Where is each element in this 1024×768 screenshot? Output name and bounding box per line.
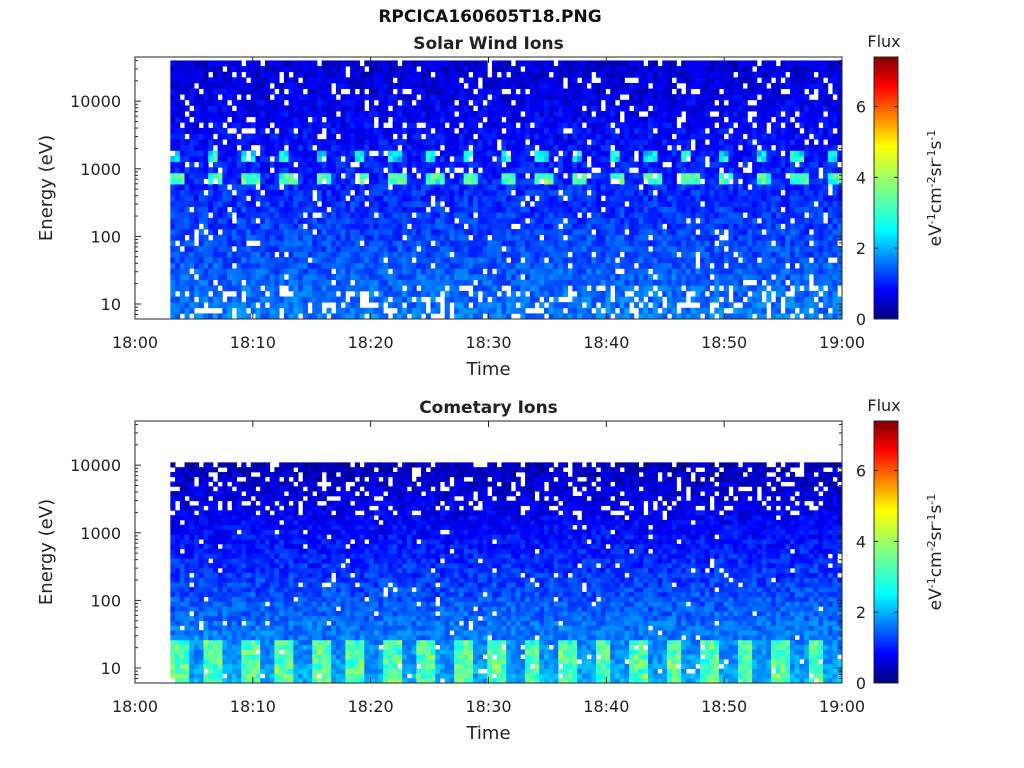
- colorbar-gradient: [873, 56, 899, 320]
- heatmap-cells: [170, 462, 843, 684]
- colorbar-tick-label: 0: [856, 310, 866, 329]
- y-tick-label: 1000: [80, 160, 121, 179]
- x-tick-label: 18:10: [230, 333, 276, 352]
- x-tick-label: 18:00: [112, 333, 158, 352]
- colorbar-title: Flux: [867, 396, 900, 415]
- page-title: RPCICA160605T18.PNG: [378, 7, 602, 27]
- panel-0: 18:00 18:10 18:20 18:30 18:40 18:50 19:00 10 100…: [36, 32, 946, 380]
- colorbar-tick-label: 4: [856, 532, 866, 551]
- x-tick-label: 19:00: [819, 697, 865, 716]
- x-tick-label: 18:30: [465, 697, 511, 716]
- panel-title: Cometary Ions: [419, 398, 558, 418]
- x-tick-label: 18:50: [701, 697, 747, 716]
- y-axis-label: Energy (eV): [36, 499, 57, 605]
- panel-1: 18:00 18:10 18:20 18:30 18:40 18:50 19:00 10 100…: [36, 396, 946, 744]
- y-tick-label: 10: [101, 295, 121, 314]
- colorbar-tick-label: 6: [856, 98, 866, 117]
- heatmap-cells: [170, 60, 843, 320]
- colorbar-label: eV-1cm-2sr-1s-1: [925, 494, 947, 611]
- x-axis-label: Time: [465, 359, 510, 380]
- colorbar-title: Flux: [867, 32, 900, 51]
- x-tick-label: 19:00: [819, 333, 865, 352]
- colorbar: 0 2 4 6 Flux eV-1cm-2sr-1s-1: [856, 396, 946, 693]
- colorbar-tick-label: 4: [856, 168, 866, 187]
- y-axis-label: Energy (eV): [36, 135, 57, 241]
- x-tick-label: 18:20: [348, 333, 394, 352]
- colorbar-tick-label: 0: [856, 674, 866, 693]
- colorbar-label: eV-1cm-2sr-1s-1: [925, 130, 947, 247]
- x-tick-label: 18:00: [112, 697, 158, 716]
- y-tick-label: 1000: [80, 524, 121, 543]
- colorbar-gradient: [873, 420, 899, 684]
- x-tick-label: 18:20: [348, 697, 394, 716]
- x-tick-label: 18:10: [230, 697, 276, 716]
- x-tick-label: 18:50: [701, 333, 747, 352]
- y-tick-label: 100: [90, 591, 121, 610]
- colorbar-tick-label: 6: [856, 462, 866, 481]
- y-tick-label: 10000: [70, 92, 121, 111]
- y-tick-label: 10000: [70, 456, 121, 475]
- y-tick-label: 10: [101, 659, 121, 678]
- x-tick-label: 18:40: [583, 697, 629, 716]
- x-tick-label: 18:40: [583, 333, 629, 352]
- colorbar-tick-label: 2: [856, 603, 866, 622]
- y-tick-label: 100: [90, 227, 121, 246]
- colorbar: 0 2 4 6 Flux eV-1cm-2sr-1s-1: [856, 32, 946, 329]
- panel-title: Solar Wind Ions: [413, 34, 564, 54]
- colorbar-tick-label: 2: [856, 239, 866, 258]
- x-tick-label: 18:30: [465, 333, 511, 352]
- x-axis-label: Time: [465, 723, 510, 744]
